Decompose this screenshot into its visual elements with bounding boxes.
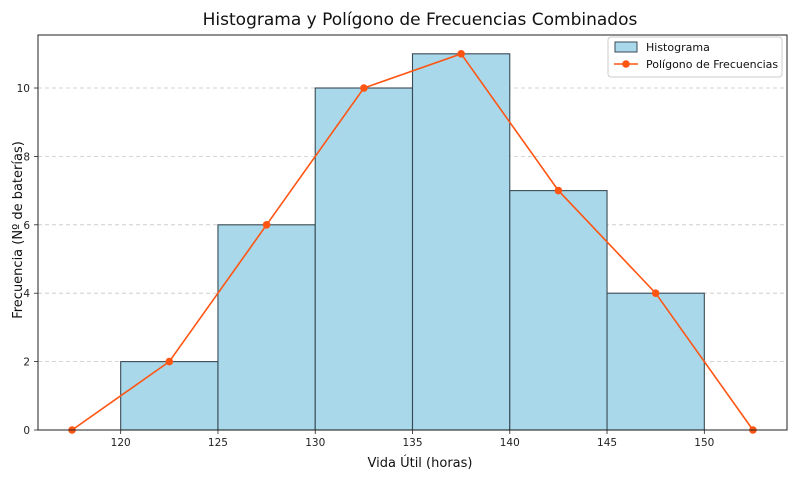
x-axis-label: Vida Útil (horas) [368,455,473,471]
histogram-bar [606,292,705,431]
histogram-bar [411,53,511,431]
x-axis-ticks: 120 125 130 135 140 145 150 [111,430,714,449]
y-tick-label: 4 [23,288,30,300]
polygon-line-group [68,50,757,434]
y-tick-label: 2 [23,357,30,369]
legend-histogram-label: Histograma [646,41,710,54]
legend: Histograma Polígono de Frecuencias [607,36,783,78]
y-axis-ticks: 0 2 4 6 8 10 [17,83,38,437]
y-tick-label: 0 [23,425,30,437]
histogram-bars [120,53,705,431]
polygon-point [651,289,660,298]
histogram-bar [314,87,414,431]
y-axis-label: Frecuencia (Nº de baterías) [11,141,26,319]
polygon-line [71,52,754,431]
histogram-bar [217,224,316,431]
x-tick-label: 125 [208,437,228,449]
x-tick-label: 135 [402,437,422,449]
legend-box [607,36,783,78]
legend-polygon-marker [622,60,630,68]
chart-title: Histograma y Polígono de Frecuencias Com… [203,10,638,30]
x-tick-label: 120 [111,437,131,449]
legend-polygon-label: Polígono de Frecuencias [646,58,778,71]
x-tick-label: 145 [597,437,617,449]
polygon-point [554,186,563,195]
y-tick-label: 8 [23,151,30,163]
polygon-point [165,357,174,366]
x-tick-label: 130 [305,437,325,449]
polygon-point [360,84,368,92]
y-tick-label: 6 [23,220,30,232]
polygon-point [457,50,465,58]
x-tick-label: 150 [694,437,714,449]
polygon-point [262,221,271,229]
y-tick-label: 10 [17,83,30,95]
x-tick-label: 140 [500,437,520,449]
histogram-bar [120,361,219,431]
legend-histogram-swatch [614,41,638,53]
histogram-bar [509,190,608,431]
